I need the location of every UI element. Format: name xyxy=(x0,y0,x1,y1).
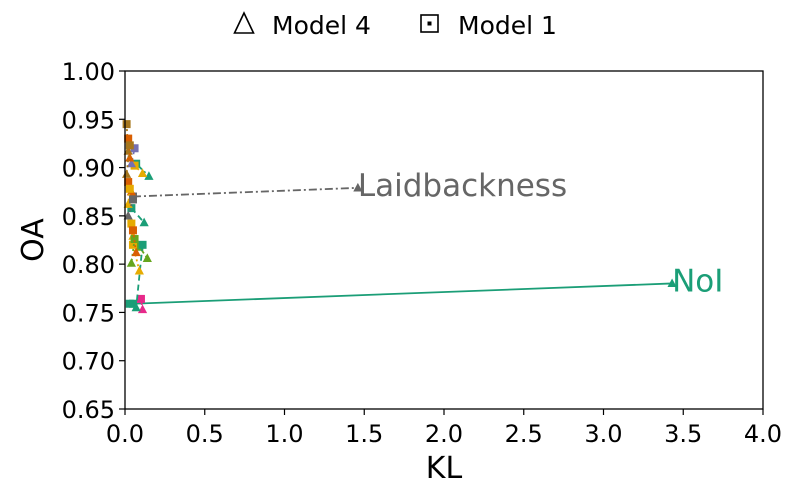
series-laidbackness-label: Laidbackness xyxy=(358,168,567,204)
series-13-square-marker xyxy=(124,178,133,187)
x-tick-label: 0.5 xyxy=(186,420,224,448)
legend-square-icon xyxy=(420,14,439,33)
series-4 xyxy=(131,240,147,312)
series-11 xyxy=(124,134,135,162)
series-12 xyxy=(121,141,134,178)
series-7 xyxy=(127,204,149,227)
series-2-square-marker xyxy=(136,294,145,303)
series-6-triangle-marker xyxy=(144,171,154,180)
x-tick-label: 3.5 xyxy=(664,420,702,448)
series-noi: NoI xyxy=(128,263,723,308)
series-18-line xyxy=(132,230,138,253)
x-tick-label: 4.0 xyxy=(744,420,782,448)
series-laidbackness-triangle-marker xyxy=(353,182,363,192)
y-axis-title: OA xyxy=(16,218,51,262)
x-tick-label: 3.0 xyxy=(584,420,622,448)
legend-square-dot xyxy=(427,21,432,26)
y-tick-label: 0.70 xyxy=(62,348,115,376)
series-10-square-marker xyxy=(122,120,131,129)
series-noi-line xyxy=(132,282,673,305)
series-18 xyxy=(128,226,141,257)
series-9-triangle-marker xyxy=(126,158,136,168)
x-tick-label: 2.0 xyxy=(425,420,463,448)
axis-ticks: 0.0 0.5 1.0 1.5 2.0 2.5 3.0 3.5 4.0 0.65 0.70 0.75 0… xyxy=(62,58,783,448)
x-tick-label: 1.0 xyxy=(265,420,303,448)
series-16-square-marker xyxy=(127,219,136,228)
legend-label: Model 4 xyxy=(272,11,371,40)
y-tick-label: 0.80 xyxy=(62,251,115,279)
series-7-square-marker xyxy=(127,204,136,213)
series-7-triangle-marker xyxy=(139,217,149,227)
series-17-line xyxy=(130,238,136,264)
series-19-square-marker xyxy=(125,299,134,308)
series-17-triangle-marker xyxy=(126,258,136,267)
chart-legend: Model 4 Model 1 xyxy=(233,11,557,40)
plot-frame xyxy=(124,70,764,410)
y-tick-label: 0.95 xyxy=(62,106,115,134)
plot-series: Laidbackness NoI xyxy=(121,120,723,314)
series-15-square-marker xyxy=(128,195,137,204)
series-noi-triangle-marker xyxy=(667,278,677,288)
series-4-triangle-marker xyxy=(131,302,141,312)
series-18-triangle-marker xyxy=(131,247,141,257)
series-19 xyxy=(125,299,134,308)
x-tick-label: 2.5 xyxy=(505,420,543,448)
legend-triangle-icon xyxy=(233,11,255,34)
series-10 xyxy=(122,120,133,155)
y-tick-label: 0.65 xyxy=(62,396,115,424)
series-17-square-marker xyxy=(130,235,139,244)
series-9-square-marker xyxy=(130,144,139,153)
y-tick-label: 1.00 xyxy=(62,58,115,86)
y-tick-label: 0.90 xyxy=(62,155,115,183)
series-8-triangle-marker xyxy=(137,168,148,177)
series-14-square-marker xyxy=(125,184,134,193)
series-4-square-marker xyxy=(138,240,147,249)
series-12-triangle-marker xyxy=(121,169,132,178)
series-11-triangle-marker xyxy=(125,152,135,162)
legend-label: Model 1 xyxy=(458,11,557,40)
x-axis-title: KL xyxy=(426,451,463,486)
series-15 xyxy=(123,195,137,220)
series-18-square-marker xyxy=(128,226,137,235)
series-17 xyxy=(126,235,139,267)
series-3-triangle-marker xyxy=(142,253,152,262)
series-laidbackness-line xyxy=(132,186,358,198)
series-10-triangle-marker xyxy=(123,146,133,155)
series-laidbackness: Laidbackness xyxy=(128,168,567,204)
x-tick-label: 0.0 xyxy=(106,420,144,448)
y-tick-label: 0.75 xyxy=(62,299,115,327)
y-tick-label: 0.85 xyxy=(62,203,115,231)
series-11-square-marker xyxy=(124,134,133,143)
series-12-square-marker xyxy=(125,141,134,150)
x-tick-label: 1.5 xyxy=(345,420,383,448)
series-5-triangle-marker xyxy=(134,265,144,275)
series-noi-label: NoI xyxy=(672,263,723,299)
series-4-line xyxy=(135,244,144,308)
series-15-triangle-marker xyxy=(123,210,133,220)
